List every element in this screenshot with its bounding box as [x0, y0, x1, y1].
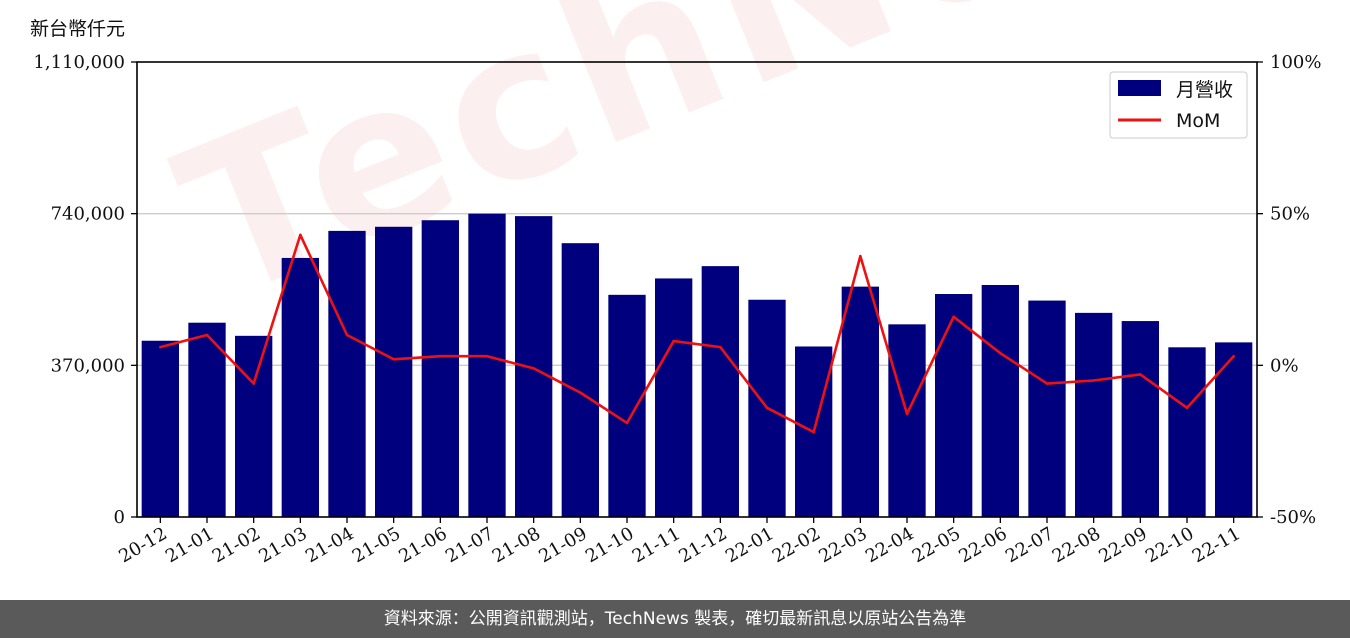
bar-21-09	[561, 243, 599, 517]
mom-point-22-10	[1185, 406, 1189, 410]
left-tick-label: 1,110,000	[33, 52, 125, 73]
mom-point-21-12	[719, 345, 722, 349]
mom-point-21-03	[299, 233, 302, 237]
bar-series	[141, 213, 1253, 518]
right-axis: -50% 0% 50% 100%	[1257, 52, 1321, 528]
mom-point-21-01	[205, 333, 209, 337]
x-tick-label: 22-06	[955, 523, 1010, 567]
mom-point-22-07	[1045, 382, 1049, 385]
legend-swatch-bar	[1118, 80, 1161, 96]
mom-line	[160, 233, 1235, 434]
bar-21-02	[235, 335, 273, 517]
x-tick-label: 21-10	[582, 523, 637, 567]
right-tick-label: 100%	[1270, 52, 1321, 73]
mom-point-21-08	[532, 367, 535, 370]
bar-22-07	[1028, 300, 1066, 517]
legend: 月營收 MoM	[1109, 71, 1248, 139]
mom-point-21-09	[579, 391, 582, 394]
mom-point-22-08	[1092, 379, 1095, 382]
x-tick-label: 21-01	[162, 523, 217, 567]
mom-point-22-03	[859, 254, 862, 258]
bar-21-10	[608, 294, 646, 517]
mom-point-21-06	[439, 354, 442, 358]
left-tick-label: 0	[114, 507, 125, 528]
bar-21-07	[468, 213, 506, 517]
x-tick-label: 22-09	[1095, 523, 1150, 567]
x-tick-label: 22-10	[1142, 523, 1197, 567]
x-tick-label: 20-12	[115, 523, 170, 567]
mom-point-21-11	[672, 339, 675, 343]
bar-22-10	[1168, 347, 1206, 517]
x-tick-label: 22-11	[1189, 523, 1244, 567]
mom-point-22-06	[999, 351, 1002, 355]
bar-21-08	[515, 216, 553, 517]
mom-point-22-04	[905, 412, 909, 416]
x-axis: 20-1221-0121-0221-0321-0421-0521-0621-07…	[115, 517, 1244, 567]
mom-point-21-04	[345, 333, 349, 337]
legend-label-revenue: 月營收	[1176, 79, 1233, 101]
bar-22-03	[841, 286, 879, 517]
bar-22-04	[888, 324, 926, 517]
x-tick-label: 22-01	[722, 523, 777, 567]
revenue-chart: 0 370,000 740,000 1,110,000 -50% 0% 50% 100% 2…	[33, 52, 1321, 567]
x-tick-label: 21-11	[629, 523, 684, 567]
bar-21-01	[188, 322, 226, 517]
right-tick-label: 50%	[1270, 204, 1310, 225]
mom-point-22-02	[812, 430, 815, 434]
bar-22-05	[935, 294, 973, 517]
x-tick-label: 21-08	[489, 523, 544, 567]
bar-22-06	[981, 284, 1019, 517]
left-tick-label: 740,000	[51, 204, 125, 225]
x-tick-label: 21-03	[255, 523, 310, 567]
x-tick-label: 22-08	[1049, 523, 1104, 567]
bar-22-08	[1075, 312, 1113, 517]
x-tick-label: 21-06	[395, 523, 450, 567]
x-tick-label: 21-12	[675, 523, 730, 567]
mom-point-22-05	[952, 315, 955, 319]
x-tick-label: 21-05	[349, 523, 404, 567]
bar-21-05	[375, 226, 413, 517]
x-tick-label: 22-05	[909, 523, 964, 567]
bar-21-04	[328, 230, 366, 518]
source-footer: 資料來源：公開資訊觀測站，TechNews 製表，確切最新訊息以原站公告為準	[0, 600, 1350, 638]
bar-21-12	[701, 266, 739, 517]
unit-label: 新台幣仟元	[30, 18, 126, 40]
x-tick-label: 21-07	[442, 523, 497, 567]
mom-point-20-12	[159, 345, 162, 349]
mom-point-21-10	[625, 421, 629, 425]
mom-point-22-09	[1139, 373, 1142, 376]
bar-21-03	[281, 257, 319, 517]
mom-point-21-07	[485, 354, 489, 358]
left-axis: 0 370,000 740,000 1,110,000	[33, 52, 137, 528]
bar-22-09	[1121, 321, 1159, 517]
x-tick-label: 21-09	[535, 523, 590, 567]
plot-frame	[136, 61, 1258, 518]
grid-lines	[137, 213, 1257, 366]
mom-point-22-11	[1232, 354, 1235, 358]
x-tick-label: 22-07	[1002, 523, 1057, 567]
bar-20-12	[141, 340, 179, 517]
x-tick-label: 21-02	[209, 523, 264, 567]
legend-label-mom: MoM	[1176, 110, 1220, 132]
x-tick-label: 22-03	[815, 523, 870, 567]
mom-series	[159, 233, 1235, 434]
mom-point-22-01	[765, 406, 769, 410]
left-tick-label: 370,000	[51, 355, 125, 376]
bar-22-11	[1215, 342, 1253, 517]
x-tick-label: 22-02	[769, 523, 824, 567]
mom-point-21-02	[252, 382, 255, 385]
x-tick-label: 22-04	[862, 523, 917, 567]
mom-point-21-05	[392, 357, 395, 361]
right-tick-label: -50%	[1270, 507, 1316, 528]
right-tick-label: 0%	[1270, 355, 1299, 376]
bar-21-06	[421, 220, 459, 517]
bar-21-11	[655, 278, 693, 517]
x-tick-label: 21-04	[302, 523, 357, 567]
